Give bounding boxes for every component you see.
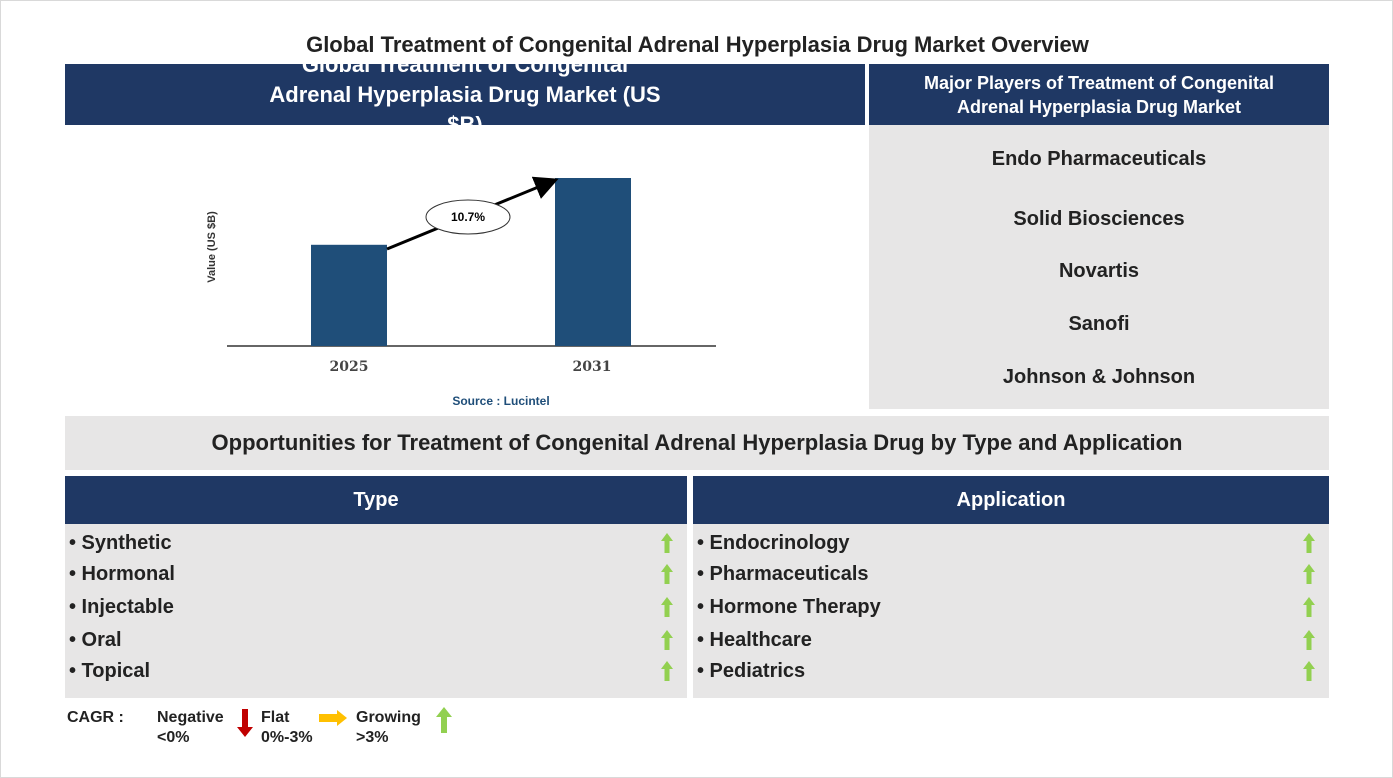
player-item: Johnson & Johnson	[1002, 366, 1196, 388]
list-item: • Injectable	[69, 596, 174, 618]
legend-growing: Growing >3%	[356, 708, 421, 748]
type-list: • Synthetic • Hormonal • Injectable • Oral •…	[65, 524, 687, 698]
player-item: Solid Biosciences	[1013, 208, 1185, 230]
source-label: Source : Lucintel	[452, 394, 549, 408]
list-item: • Healthcare	[697, 629, 812, 651]
up-arrow-icon	[661, 661, 673, 681]
up-arrow-icon	[1303, 661, 1315, 681]
right-arrow-icon	[319, 710, 347, 726]
legend-negative-label: Negative	[157, 709, 224, 726]
bar-2031	[555, 178, 631, 346]
legend-flat-label: Flat	[261, 709, 290, 726]
legend-label: CAGR :	[67, 709, 124, 726]
application-header: Application	[693, 476, 1329, 524]
opportunities-title: Opportunities for Treatment of Congenita…	[65, 416, 1329, 470]
chart-header: Global Treatment of Congenital Adrenal H…	[65, 52, 865, 137]
player-item: Endo Pharmaceuticals	[991, 148, 1207, 170]
list-item: • Topical	[69, 660, 151, 682]
up-arrow-icon	[1303, 597, 1315, 617]
legend-negative: Negative <0%	[157, 708, 224, 748]
down-arrow-icon	[237, 709, 253, 737]
players-header: Major Players of Treatment of Congenital…	[869, 64, 1329, 125]
players-panel: Endo Pharmaceuticals Solid Biosciences N…	[869, 125, 1329, 409]
up-arrow-icon	[1303, 630, 1315, 650]
up-arrow-icon	[436, 707, 452, 733]
up-arrow-icon	[1303, 564, 1315, 584]
up-arrow-icon	[1303, 533, 1315, 553]
bar-2025	[311, 244, 387, 346]
player-item: Sanofi	[1068, 313, 1130, 335]
list-item: • Hormone Therapy	[697, 596, 881, 618]
legend-negative-range: <0%	[157, 729, 190, 746]
list-item: • Endocrinology	[697, 532, 850, 554]
up-arrow-icon	[661, 564, 673, 584]
legend-growing-label: Growing	[356, 709, 421, 726]
type-header: Type	[65, 476, 687, 524]
up-arrow-icon	[661, 597, 673, 617]
up-arrow-icon	[661, 533, 673, 553]
legend-flat-range: 0%-3%	[261, 729, 313, 746]
list-item: • Oral	[69, 629, 122, 651]
x-tick-2025: 2025	[330, 359, 369, 375]
legend-growing-range: >3%	[356, 729, 389, 746]
cagr-ellipse	[425, 199, 511, 235]
application-list: • Endocrinology • Pharmaceuticals • Hormon…	[693, 524, 1329, 698]
up-arrow-icon	[661, 630, 673, 650]
list-item: • Hormonal	[69, 563, 175, 585]
list-item: • Pharmaceuticals	[697, 563, 869, 585]
x-tick-2031: 2031	[573, 359, 612, 375]
legend-flat: Flat 0%-3%	[261, 708, 313, 748]
page-title: Global Treatment of Congenital Adrenal H…	[306, 32, 1089, 57]
list-item: • Synthetic	[69, 532, 172, 554]
market-chart: Value (US $B) 10.7% 2025 2031 Source : L…	[206, 176, 716, 408]
list-item: • Pediatrics	[697, 660, 806, 682]
player-item: Novartis	[1058, 260, 1140, 282]
y-axis-label: Value (US $B)	[206, 211, 218, 283]
cagr-annotation: 10.7%	[451, 210, 485, 224]
